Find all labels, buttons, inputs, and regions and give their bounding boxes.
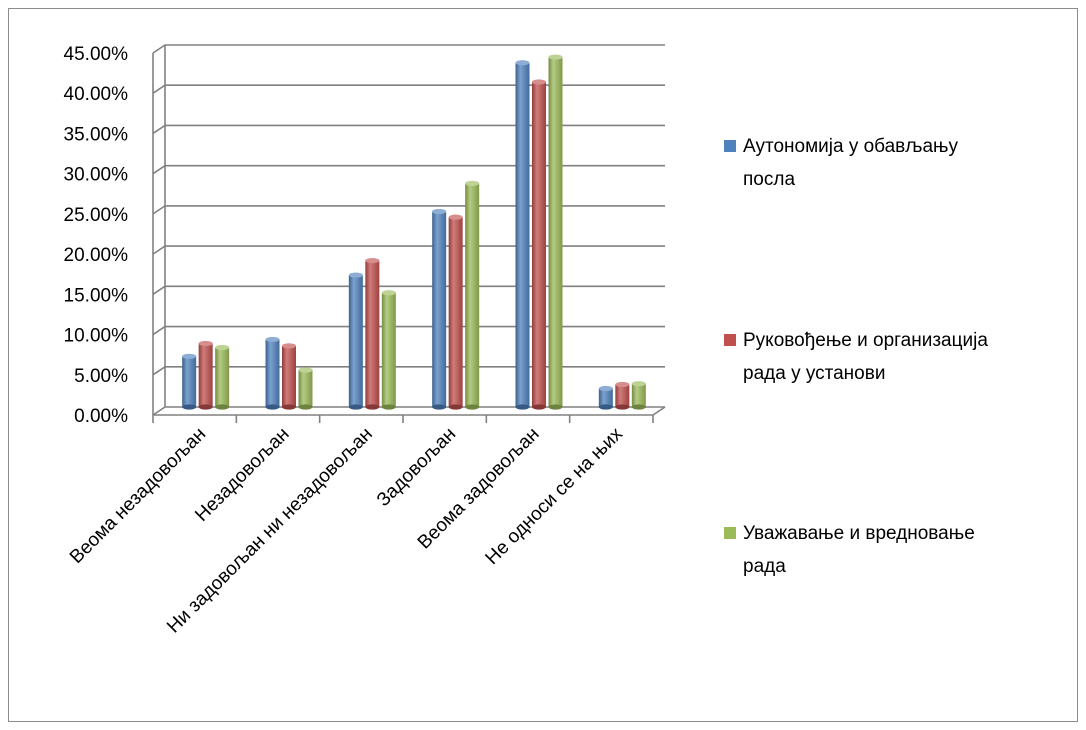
bar xyxy=(215,344,230,410)
x-category-label: Не односи се на њих xyxy=(482,423,628,569)
bar xyxy=(182,353,197,410)
bar xyxy=(615,381,630,410)
legend-item: Аутономија у обављању посла xyxy=(724,136,958,190)
y-tick-label: 20.00% xyxy=(64,245,129,266)
y-tick-label: 45.00% xyxy=(64,44,129,65)
bar xyxy=(548,54,563,410)
bar xyxy=(465,180,480,410)
legend-label: Аутономија у обављању xyxy=(743,136,958,157)
bar xyxy=(532,79,546,410)
y-tick-label: 0.00% xyxy=(74,406,128,427)
legend-item: Уважавање и вредновање рада xyxy=(724,523,975,577)
gridline xyxy=(152,164,665,175)
gridline xyxy=(152,406,665,416)
gridline xyxy=(152,205,665,215)
bar xyxy=(282,343,296,410)
bar xyxy=(448,214,463,410)
legend-label: посла xyxy=(743,169,795,190)
bar xyxy=(348,272,363,410)
chart-frame xyxy=(8,8,1078,722)
gridline xyxy=(152,325,665,336)
legend-swatch xyxy=(724,527,736,539)
gridlines xyxy=(152,44,665,416)
gridline xyxy=(152,245,665,255)
bar xyxy=(515,60,530,410)
legend-label: рада у установи xyxy=(743,363,885,384)
gridline xyxy=(152,44,665,54)
x-category-label: Задовољан xyxy=(373,424,460,511)
legend-label: Руковођење и организација xyxy=(743,330,988,351)
bar xyxy=(198,340,213,410)
legend-swatch xyxy=(724,334,736,346)
axes xyxy=(152,45,666,423)
legend-label: рада xyxy=(743,556,786,577)
legend: Аутономија у обављању посла Руковођење и о… xyxy=(724,136,988,577)
y-tick-label: 15.00% xyxy=(64,285,129,306)
bar xyxy=(265,336,280,410)
bar xyxy=(381,290,396,410)
legend-item: Руковођење и организација рада у установи xyxy=(724,330,988,384)
x-category-label: Веома незадовољан xyxy=(66,424,210,568)
y-tick-label: 40.00% xyxy=(64,84,129,105)
legend-label: Уважавање и вредновање xyxy=(743,523,975,544)
bars xyxy=(182,54,646,410)
bar xyxy=(298,367,313,410)
bar xyxy=(432,208,447,410)
y-tick-label: 5.00% xyxy=(74,366,128,387)
gridline xyxy=(152,285,665,295)
gridline xyxy=(152,84,665,94)
y-axis-ticks: 0.00% 5.00% 10.00% 15.00% 20.00% 25.00% 30.00%… xyxy=(64,44,129,427)
y-tick-label: 35.00% xyxy=(64,124,129,145)
gridline xyxy=(152,365,665,376)
x-axis-line xyxy=(153,406,666,416)
legend-swatch xyxy=(724,140,736,152)
bar xyxy=(631,381,646,410)
bar xyxy=(365,257,380,410)
y-tick-label: 30.00% xyxy=(64,165,129,186)
y-tick-label: 25.00% xyxy=(64,205,129,226)
bar xyxy=(598,385,613,410)
gridline xyxy=(152,124,665,135)
y-tick-label: 10.00% xyxy=(64,326,129,347)
